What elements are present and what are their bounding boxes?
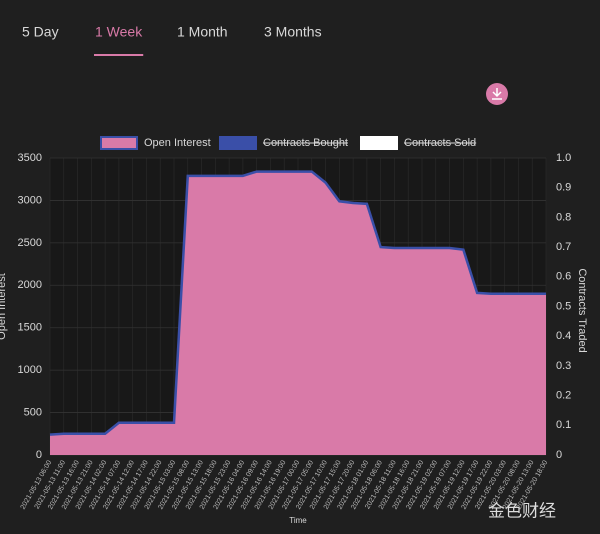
- y2-axis-title: Contracts Traded: [576, 268, 588, 352]
- y2-tick-label: 0.6: [556, 271, 571, 283]
- y-tick-label: 0: [36, 449, 42, 461]
- legend-label[interactable]: Open Interest: [144, 137, 211, 149]
- area-line: [49, 170, 546, 436]
- y-axis-title: Open Interest: [0, 273, 8, 340]
- y2-tick-label: 0.2: [556, 390, 571, 402]
- tab[interactable]: 3 Months: [264, 24, 322, 40]
- y-tick-label: 3500: [18, 152, 42, 164]
- tab[interactable]: 1 Week: [95, 24, 143, 40]
- y2-tick-label: 0.7: [556, 241, 571, 253]
- y-tick-label: 3000: [18, 194, 42, 206]
- y2-tick-label: 0.8: [556, 211, 571, 223]
- y-tick-label: 500: [24, 406, 42, 418]
- y-tick-label: 2500: [18, 237, 42, 249]
- legend-swatch[interactable]: [219, 136, 257, 150]
- y2-tick-label: 0.9: [556, 182, 571, 194]
- y2-tick-label: 0.1: [556, 419, 571, 431]
- legend-swatch[interactable]: [360, 136, 398, 150]
- y-tick-label: 1500: [18, 322, 42, 334]
- tab[interactable]: 1 Month: [177, 24, 228, 40]
- y-tick-label: 2000: [18, 279, 42, 291]
- watermark: 金色财经: [488, 501, 556, 520]
- y-tick-label: 1000: [18, 364, 42, 376]
- download-icon: [492, 88, 502, 100]
- x-axis-title: Time: [289, 516, 307, 525]
- legend-swatch[interactable]: [100, 136, 138, 150]
- tab[interactable]: 5 Day: [22, 24, 59, 40]
- y2-tick-label: 1.0: [556, 152, 571, 164]
- y2-tick-label: 0: [556, 449, 562, 461]
- y2-tick-label: 0.4: [556, 330, 571, 342]
- area: [50, 171, 546, 455]
- y2-tick-label: 0.5: [556, 300, 571, 312]
- y2-tick-label: 0.3: [556, 360, 571, 372]
